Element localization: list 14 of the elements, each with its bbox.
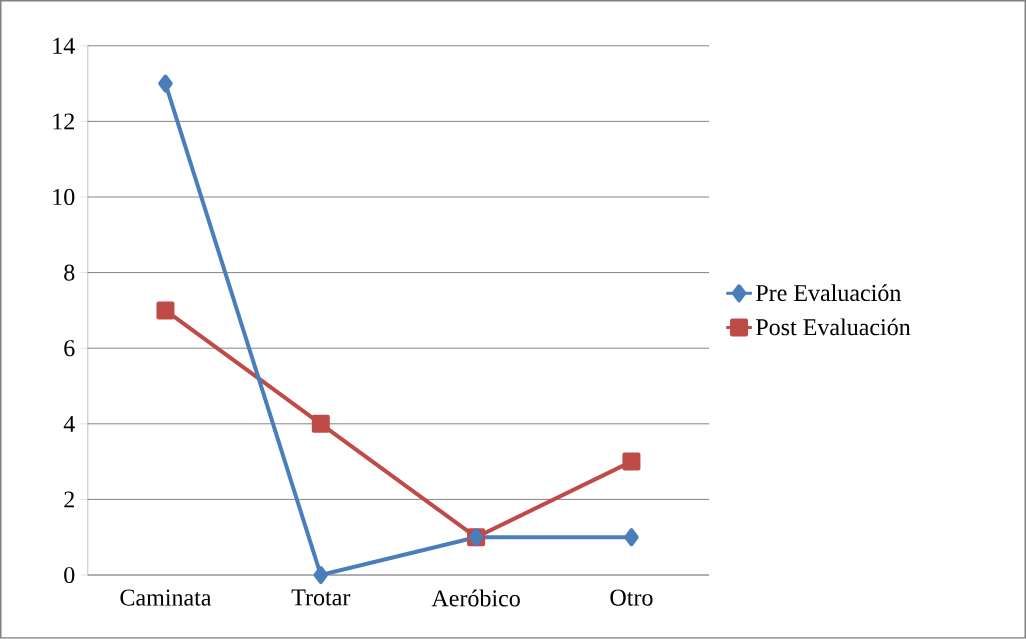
legend-label: Pre Evaluación xyxy=(756,284,902,302)
y-tick-label: 14 xyxy=(53,37,75,54)
x-tick-label: Aeróbico xyxy=(431,589,520,607)
y-tick-label: 4 xyxy=(63,415,75,432)
y-tick-label: 2 xyxy=(64,491,74,508)
x-tick-label: Caminata xyxy=(120,589,212,606)
x-tick-label: Otro xyxy=(610,589,653,606)
x-tick-label: Trotar xyxy=(291,589,351,606)
legend-label: Post Evaluación xyxy=(756,318,911,336)
y-tick-label: 6 xyxy=(64,340,75,357)
y-tick-label: 12 xyxy=(53,113,74,130)
y-tick-label: 0 xyxy=(64,567,75,584)
y-tick-label: 8 xyxy=(64,264,75,281)
y-tick-label: 10 xyxy=(53,188,75,206)
